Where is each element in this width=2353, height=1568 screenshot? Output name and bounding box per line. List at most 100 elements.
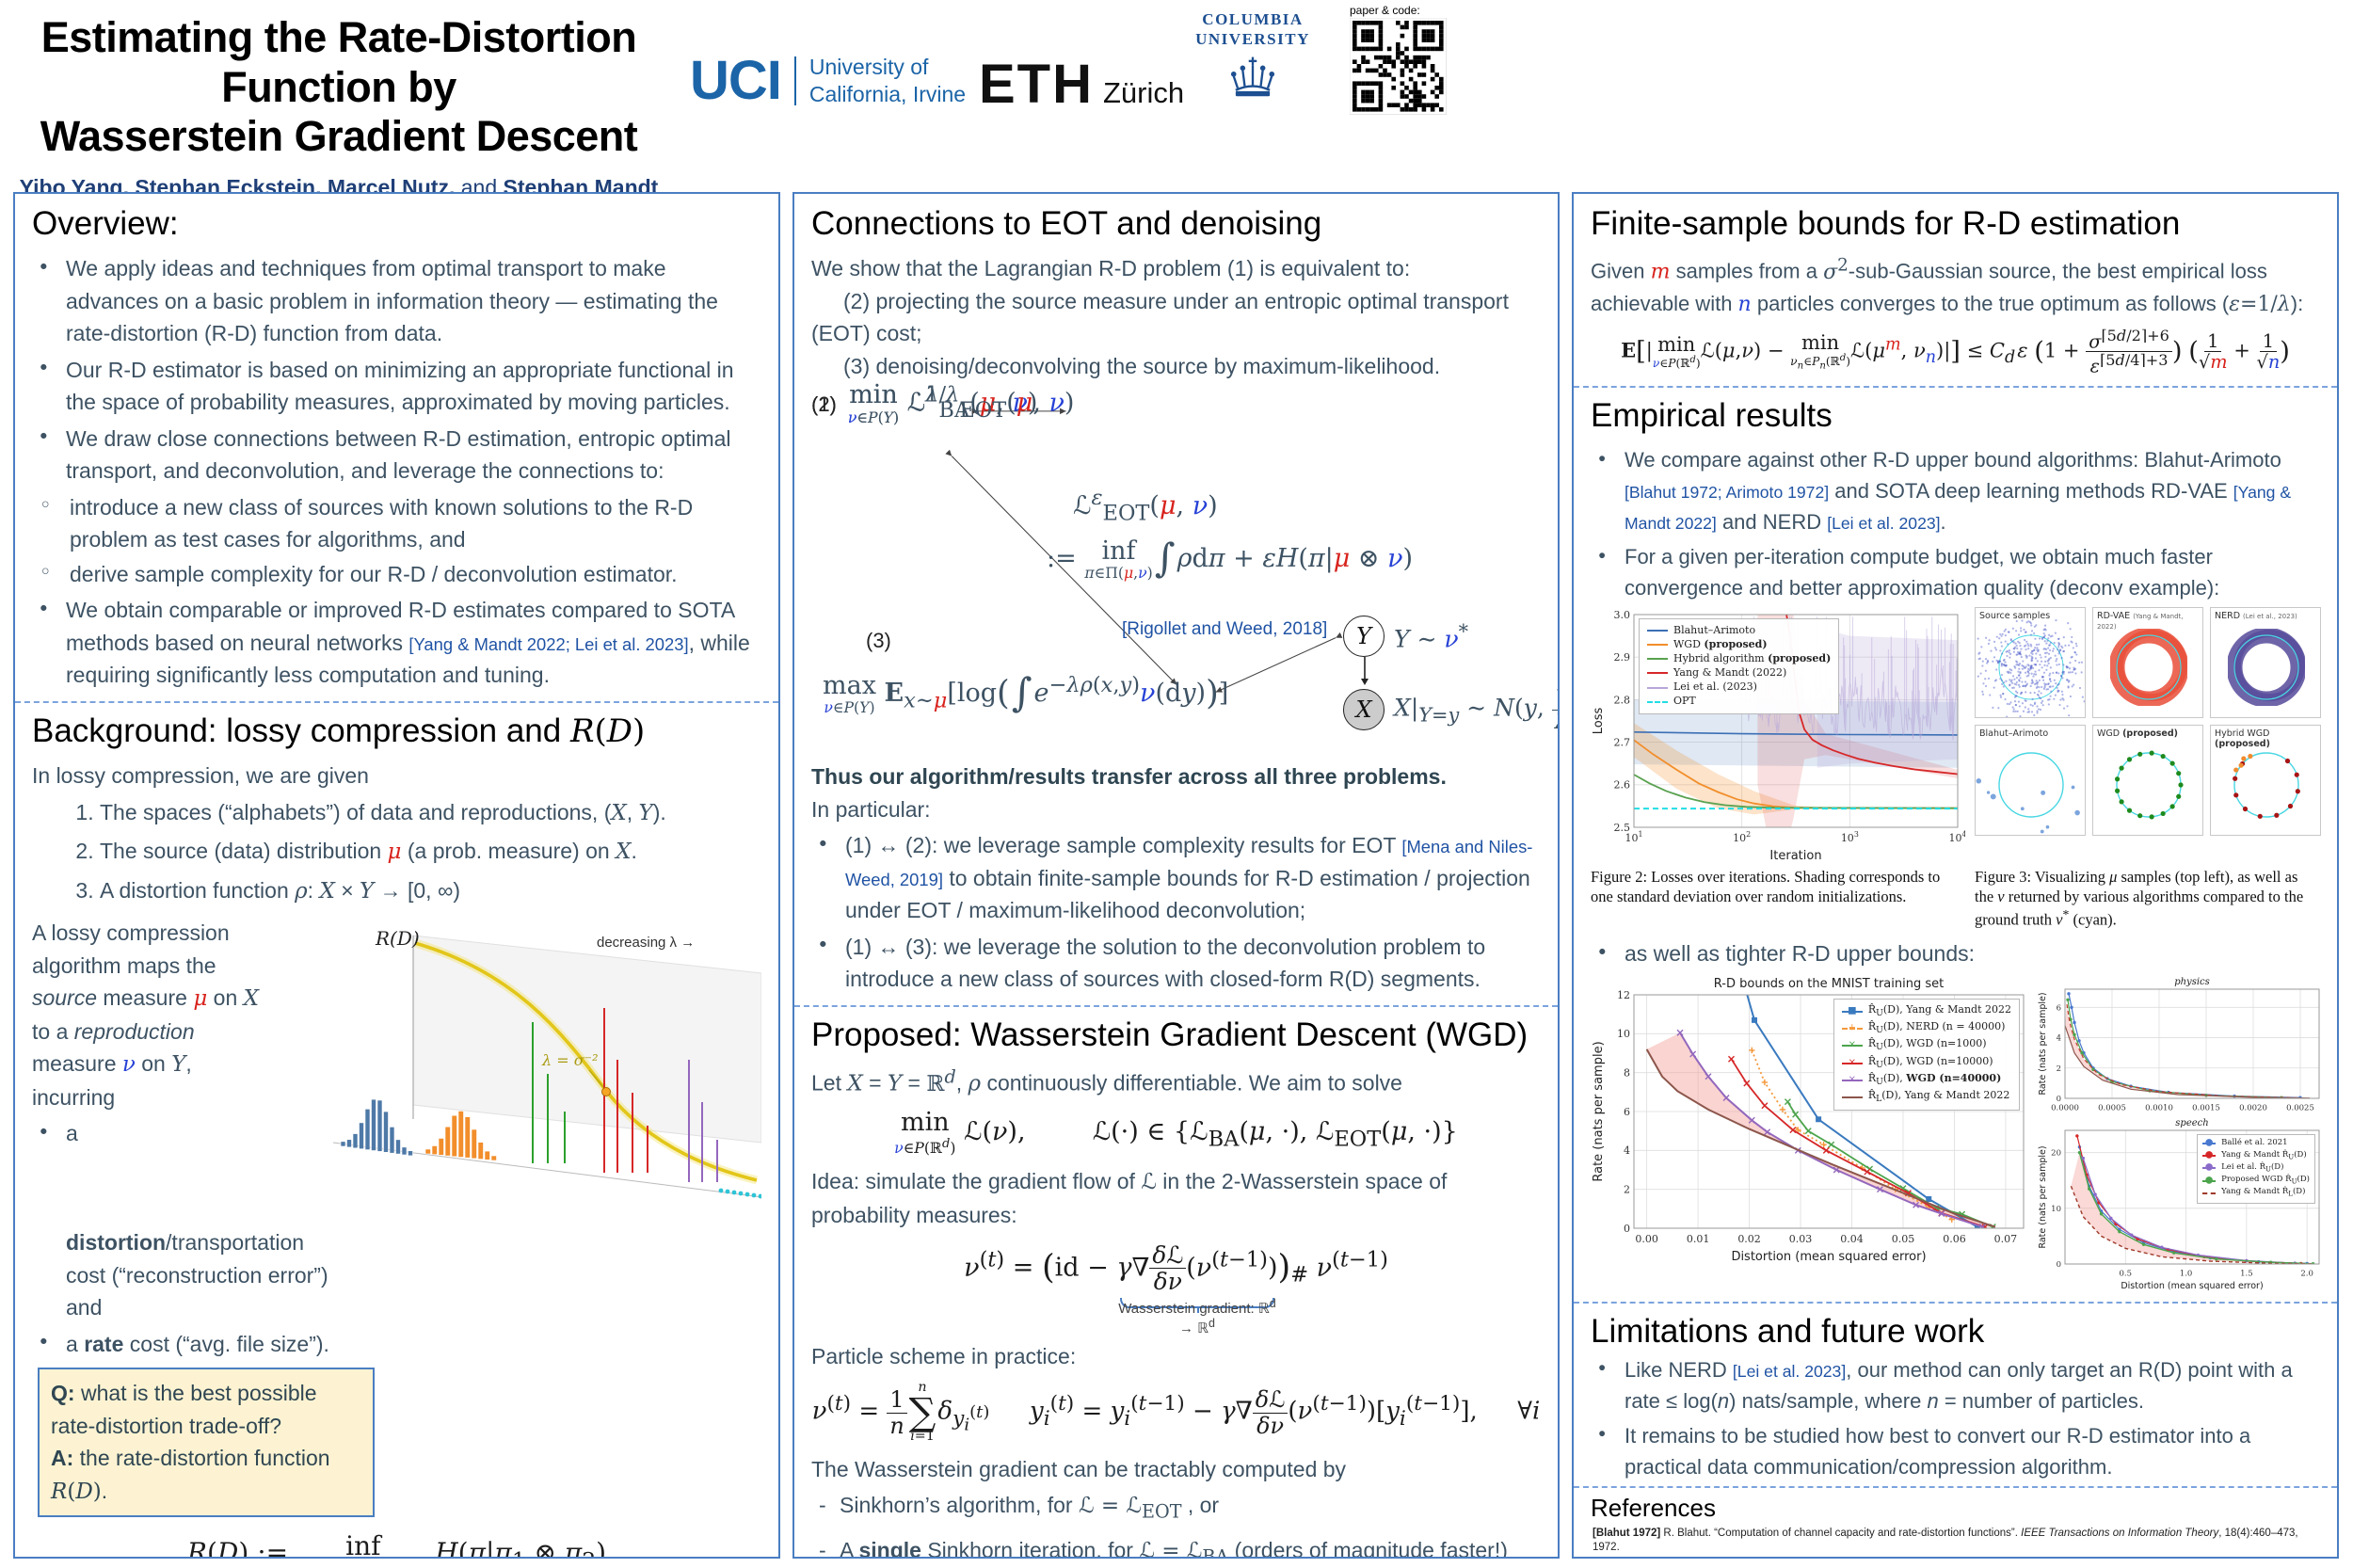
overview-list-2: We obtain comparable or improved R-D est…	[32, 594, 761, 692]
limitations-heading: Limitations and future work	[1591, 1312, 1985, 1350]
svg-text:0.0020: 0.0020	[2239, 1103, 2267, 1112]
svg-text:Loss: Loss	[1592, 708, 1606, 735]
legend-entry: WGD (proposed)	[1647, 638, 1831, 651]
svg-text:1.0: 1.0	[2180, 1269, 2193, 1278]
uci-line2: California, Irvine	[808, 81, 967, 106]
svg-text:decreasing λ →: decreasing λ →	[597, 935, 695, 951]
transfer-bullet-2: (1) ↔ (3): we leverage the solution to t…	[819, 931, 1541, 996]
y-distribution: Y ∼ ν*	[1394, 620, 1468, 653]
tractable-statement: The Wasserstein gradient can be tractabl…	[811, 1456, 1347, 1481]
legend-entry: × R̂U(D), WGD (n=10000)	[1841, 1055, 2011, 1071]
title-line-2: Wasserstein Gradient Descent	[40, 112, 638, 161]
background-item-3: A distortion function ρ: X × Y → [0, ∞)	[100, 874, 761, 908]
svg-text:0: 0	[2057, 1094, 2061, 1103]
column-middle: Connections to EOT and denoising We show…	[792, 192, 1560, 1559]
svg-text:2.9: 2.9	[1614, 651, 1631, 664]
legend-entry: + R̂U(D), NERD (n = 40000)	[1841, 1021, 2011, 1036]
title-block: Estimating the Rate-Distortion Function …	[9, 13, 668, 200]
transfer-list: (1) ↔ (2): we leverage sample complexity…	[811, 829, 1541, 996]
svg-text:0.05: 0.05	[1892, 1233, 1915, 1245]
wgd-heading: Proposed: Wasserstein Gradient Descent (…	[811, 1016, 1529, 1053]
qr-code	[1349, 17, 1447, 120]
svg-text:3.0: 3.0	[1614, 609, 1631, 621]
figure-row: 1011021031042.52.62.72.82.93.0IterationL…	[1591, 607, 2321, 864]
qr-label: paper & code:	[1350, 4, 1420, 17]
uci-line1: University of	[808, 54, 929, 79]
columbia-wordmark: COLUMBIA UNIVERSITY	[1182, 9, 1323, 50]
background-numbered-list: The spaces (“alphabets”) of data and rep…	[32, 796, 761, 908]
tighter-bounds-bullet: as well as tighter R-D upper bounds:	[1598, 937, 2320, 970]
gm-arrow	[1360, 657, 1558, 686]
qr-block: paper & code:	[1349, 4, 1447, 120]
reference-item: [Arimoto 1972] S. Arimoto. “An algorithm…	[1593, 1557, 2320, 1559]
figure3-panel: WGD (proposed)	[2092, 725, 2203, 837]
eth-city: Zürich	[1103, 76, 1185, 109]
section-divider	[1574, 1301, 2337, 1304]
legend-entry: Yang & Mandt R̂L(D)	[2202, 1188, 2310, 1198]
svg-text:R(D): R(D)	[375, 927, 420, 950]
overview-sub-2: derive sample complexity for our R-D / d…	[41, 558, 761, 591]
node-x: X	[1343, 689, 1385, 731]
node-y: Y	[1343, 616, 1385, 658]
section-divider	[794, 1004, 1558, 1007]
overview-bullet-4: We obtain comparable or improved R-D est…	[40, 594, 761, 692]
relation-arrows	[945, 408, 1343, 694]
svg-text:0.0025: 0.0025	[2286, 1103, 2314, 1112]
transfer-statement: Thus our algorithm/results transfer acro…	[811, 764, 1447, 790]
background-item-1: The spaces (“alphabets”) of data and rep…	[100, 796, 761, 830]
svg-text:R-D bounds on the MNIST traini: R-D bounds on the MNIST training set	[1714, 977, 1944, 991]
svg-text:0.06: 0.06	[1943, 1233, 1966, 1245]
bounds-formula: E[| min ν∈P(ℝd) ℒ(μ,ν) − min νn∈Pn(ℝd) ℒ(μm, …	[1621, 326, 2290, 377]
formula-2-eot: (2) min ν∈P(Y) ℒ1/λEOT(μ, ν)	[811, 380, 1075, 426]
svg-text:Rate (nats per sample): Rate (nats per sample)	[2038, 992, 2048, 1095]
poster-title: Estimating the Rate-Distortion Function …	[9, 13, 668, 162]
svg-text:Iteration: Iteration	[1769, 849, 1821, 863]
wgd-objective-formula: min ν∈P(ℝd) ℒ(ν), ℒ(·) ∈ {ℒBA(μ, ·), ℒEOT…	[894, 1108, 1458, 1157]
svg-text:0.0005: 0.0005	[2098, 1103, 2126, 1112]
overview-list: We apply ideas and techniques from optim…	[32, 252, 761, 488]
x-distribution: X|Y=y ∼ N(y, 1λ)	[1394, 684, 1558, 734]
svg-text:2: 2	[1624, 1183, 1630, 1195]
empirical-list: We compare against other R-D upper bound…	[1591, 444, 2320, 603]
svg-text:physics: physics	[2174, 977, 2210, 987]
svg-text:6: 6	[2057, 1003, 2061, 1013]
overview-bullet-2: Our R-D estimator is based on minimizing…	[40, 354, 761, 419]
figure3-panel: Source samples	[1975, 607, 2086, 719]
captions-row: Figure 2: Losses over iterations. Shadin…	[1591, 867, 2320, 930]
legend-entry: Blahut–Arimoto	[1647, 624, 1831, 637]
cost-bullet-distortion: a distortion/transportation cost (“recon…	[40, 1117, 348, 1324]
svg-text:0.02: 0.02	[1737, 1233, 1761, 1245]
svg-text:0.00: 0.00	[1635, 1233, 1658, 1245]
legend-entry: R̂L(D), Yang & Mandt 2022	[1841, 1089, 2011, 1105]
svg-text:12: 12	[1617, 988, 1630, 1000]
svg-text:Distortion (mean squared error: Distortion (mean squared error)	[1731, 1250, 1926, 1264]
rd-curve-3d-figure: R(D) decreasing λ → λ = σ⁻²	[286, 917, 763, 1223]
columbia-logo: COLUMBIA UNIVERSITY	[1182, 9, 1323, 107]
svg-text:2.5: 2.5	[1614, 822, 1631, 834]
limitations-bullet-2: It remains to be studied how best to con…	[1598, 1420, 2320, 1482]
legend-entry: ● Proposed WGD R̂U(D)	[2202, 1175, 2310, 1186]
mnist-rd-chart: 0.00 0.01 0.02 0.03 0.04 0.05 0.06 0.07 0 2 4 6 8 10 1…	[1591, 973, 2031, 1264]
rd-charts-row: 0.00 0.01 0.02 0.03 0.04 0.05 0.06 0.07 0 2 4 6 8 10 1…	[1591, 973, 2327, 1292]
columbia-crown-icon	[1230, 56, 1275, 96]
uci-logo: UCI University of California, Irvine	[690, 49, 966, 112]
svg-text:10: 10	[2051, 1204, 2061, 1213]
small-charts-stack: 0.0000 0.0005 0.0010 0.0015 0.0020 0.0025 0 2 4 6…	[2037, 973, 2327, 1292]
section-divider	[1574, 385, 2337, 388]
svg-text:2.8: 2.8	[1614, 694, 1631, 706]
cost-list: a distortion/transportation cost (“recon…	[32, 1117, 348, 1360]
column-right: Finite-sample bounds for R-D estimation …	[1572, 192, 2339, 1559]
bounds-heading: Finite-sample bounds for R-D estimation	[1591, 205, 2181, 242]
transfer-bullet-1: (1) ↔ (2): we leverage sample complexity…	[819, 829, 1541, 927]
eot-def-rhs: := inf π∈Π(μ,ν) ∫ρdπ + εH(π|μ ⊗ ν)	[1047, 535, 1414, 583]
overview-bullet-3: We draw close connections between R-D es…	[40, 423, 761, 488]
limitations-list: Like NERD [Lei et al. 2023], our method …	[1591, 1354, 2320, 1482]
in-particular: In particular:	[811, 796, 931, 822]
bounds-paragraph: Given m samples from a σ2-sub-Gaussian s…	[1591, 255, 2304, 316]
overview-sub-1: introduce a new class of sources with kn…	[41, 491, 761, 556]
figure3-panel-label: Source samples	[1979, 611, 2051, 622]
legend-entry: Yang & Mandt (2022)	[1647, 666, 1831, 680]
legend-entry: ■ R̂U(D), Yang & Mandt 2022	[1841, 1003, 2011, 1019]
figure3-panel: Hybrid WGD (proposed)	[2210, 725, 2321, 837]
